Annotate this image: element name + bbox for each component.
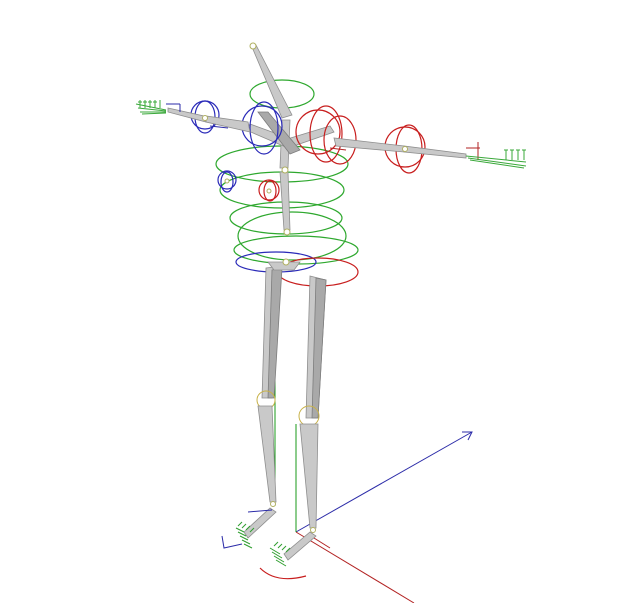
right-upper-arm-ring[interactable] <box>323 115 357 165</box>
clavicles[interactable] <box>245 111 335 155</box>
left-leg[interactable] <box>221 265 283 549</box>
world-z-axis <box>295 431 473 533</box>
left-ankle-joint[interactable] <box>270 501 276 507</box>
right-ik-pole-ring[interactable] <box>263 180 277 202</box>
left-foot-bone[interactable] <box>243 507 277 539</box>
left-toe-bones[interactable] <box>235 527 253 549</box>
left-foot-axis <box>247 509 273 513</box>
right-toe-bones[interactable] <box>269 547 287 567</box>
left-shin-bone[interactable] <box>257 405 277 503</box>
left-arm[interactable] <box>135 100 283 193</box>
right-ik-pole-control[interactable] <box>258 179 280 201</box>
world-z-axis-arrow <box>462 431 473 441</box>
left-shoulder-ring[interactable] <box>249 101 279 155</box>
right-shin-bone[interactable] <box>299 423 319 529</box>
left-ik-pole-ring[interactable] <box>220 171 234 193</box>
right-ik-pole-joint[interactable] <box>266 188 272 194</box>
spine-lower-control[interactable] <box>237 211 347 261</box>
right-finger-bones[interactable] <box>465 155 527 169</box>
spine-bone[interactable] <box>279 171 291 231</box>
right-ankle-joint[interactable] <box>310 527 316 533</box>
left-forearm-bone[interactable] <box>167 107 207 123</box>
right-elbow-joint[interactable] <box>402 146 408 152</box>
left-hand-fingers[interactable] <box>135 100 167 115</box>
right-toes[interactable] <box>269 541 291 567</box>
right-foot-bone[interactable] <box>283 531 317 561</box>
left-toe-controls[interactable] <box>237 521 255 533</box>
right-thigh-shade[interactable] <box>311 277 327 419</box>
head-top-joint[interactable] <box>249 42 257 50</box>
hip-controls[interactable] <box>235 251 359 287</box>
left-toes[interactable] <box>235 521 255 549</box>
pelvis-root[interactable] <box>267 258 301 271</box>
right-foot-control[interactable] <box>259 567 307 580</box>
left-finger-bones[interactable] <box>135 103 167 115</box>
spine-joint[interactable] <box>283 228 291 236</box>
right-arm-axis <box>329 147 347 151</box>
chest-joint[interactable] <box>281 166 289 174</box>
right-hand-fingers[interactable] <box>465 149 527 169</box>
right-finger-controls[interactable] <box>505 150 525 160</box>
right-leg[interactable] <box>259 275 331 580</box>
right-toe-controls[interactable] <box>273 541 291 553</box>
left-elbow-joint[interactable] <box>202 115 208 121</box>
left-ik-pole-control[interactable] <box>217 170 237 190</box>
right-forearm-bone[interactable] <box>403 145 467 159</box>
left-ik-pole-joint[interactable] <box>224 178 230 184</box>
left-arm-axis <box>209 125 229 129</box>
left-foot-ik-line <box>221 535 243 549</box>
right-arm[interactable] <box>258 105 527 202</box>
right-shoulder-ring[interactable] <box>309 105 343 163</box>
world-x-axis <box>295 531 415 603</box>
left-scapula-bone[interactable] <box>257 111 301 155</box>
left-finger-controls[interactable] <box>139 100 161 108</box>
root-joint[interactable] <box>282 258 290 266</box>
head[interactable] <box>249 42 293 119</box>
right-foot-axis <box>313 537 331 549</box>
